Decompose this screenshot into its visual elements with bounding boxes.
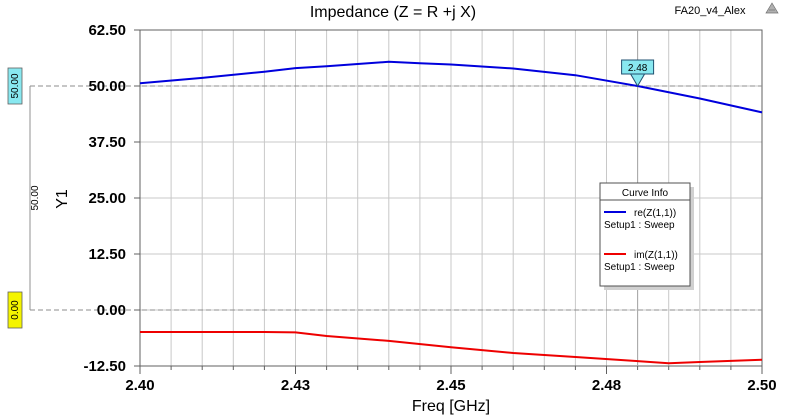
x-axis-label: Freq [GHz] bbox=[412, 398, 490, 415]
marker-2-48[interactable]: 2.48 bbox=[621, 59, 655, 87]
y-marker-badge-1[interactable] bbox=[7, 291, 23, 329]
chart-title: Impedance (Z = R +j X) bbox=[310, 4, 476, 21]
delta-label: 50.00 bbox=[30, 185, 41, 210]
x-axis-ticks: 2.40 2.43 2.45 2.48 2.50 bbox=[125, 366, 777, 394]
y-marker-label-1: 0.00 bbox=[10, 300, 21, 320]
x-tick-label: 2.48 bbox=[592, 377, 621, 394]
series-layer bbox=[139, 60, 763, 365]
x-tick-label: 2.50 bbox=[747, 377, 776, 394]
x-tick-label: 2.43 bbox=[281, 377, 310, 394]
series-line-re[interactable] bbox=[139, 60, 763, 114]
y-marker-readouts: 50.00 0.00 50.00 bbox=[7, 67, 41, 329]
marker-label-box bbox=[621, 59, 655, 75]
y-axis-label: Y1 bbox=[54, 189, 71, 209]
x-tick-label: 2.45 bbox=[436, 377, 465, 394]
series-line-im[interactable] bbox=[140, 331, 763, 365]
legend-entry-im-sub: Setup1 : Sweep bbox=[604, 262, 675, 273]
y-tick-label: 12.50 bbox=[88, 246, 126, 263]
ansys-logo-icon bbox=[765, 2, 779, 14]
y-tick-label: 0.00 bbox=[97, 302, 126, 319]
y-marker-badge-0[interactable] bbox=[7, 67, 23, 105]
y-axis-ticks: 62.50 50.00 37.50 25.00 12.50 0.00 -12.50 bbox=[83, 22, 140, 375]
legend-entry-im: im(Z(1,1)) bbox=[634, 250, 678, 261]
y-tick-label: 25.00 bbox=[88, 190, 126, 207]
y-tick-label: 37.50 bbox=[88, 134, 126, 151]
legend-title: Curve Info bbox=[622, 188, 669, 199]
marker-label: 2.48 bbox=[628, 63, 648, 74]
y-tick-label: -12.50 bbox=[83, 358, 126, 375]
legend-entry-re-sub: Setup1 : Sweep bbox=[604, 220, 675, 231]
project-name: FA20_v4_Alex bbox=[675, 5, 746, 17]
x-tick-label: 2.40 bbox=[125, 377, 154, 394]
y-tick-label: 50.00 bbox=[88, 78, 126, 95]
y-tick-label: 62.50 bbox=[88, 22, 126, 39]
legend-entry-re: re(Z(1,1)) bbox=[634, 208, 676, 219]
curve-info-legend[interactable]: Curve Info re(Z(1,1)) Setup1 : Sweep im(… bbox=[599, 182, 694, 290]
y-marker-label-0: 50.00 bbox=[10, 73, 21, 98]
